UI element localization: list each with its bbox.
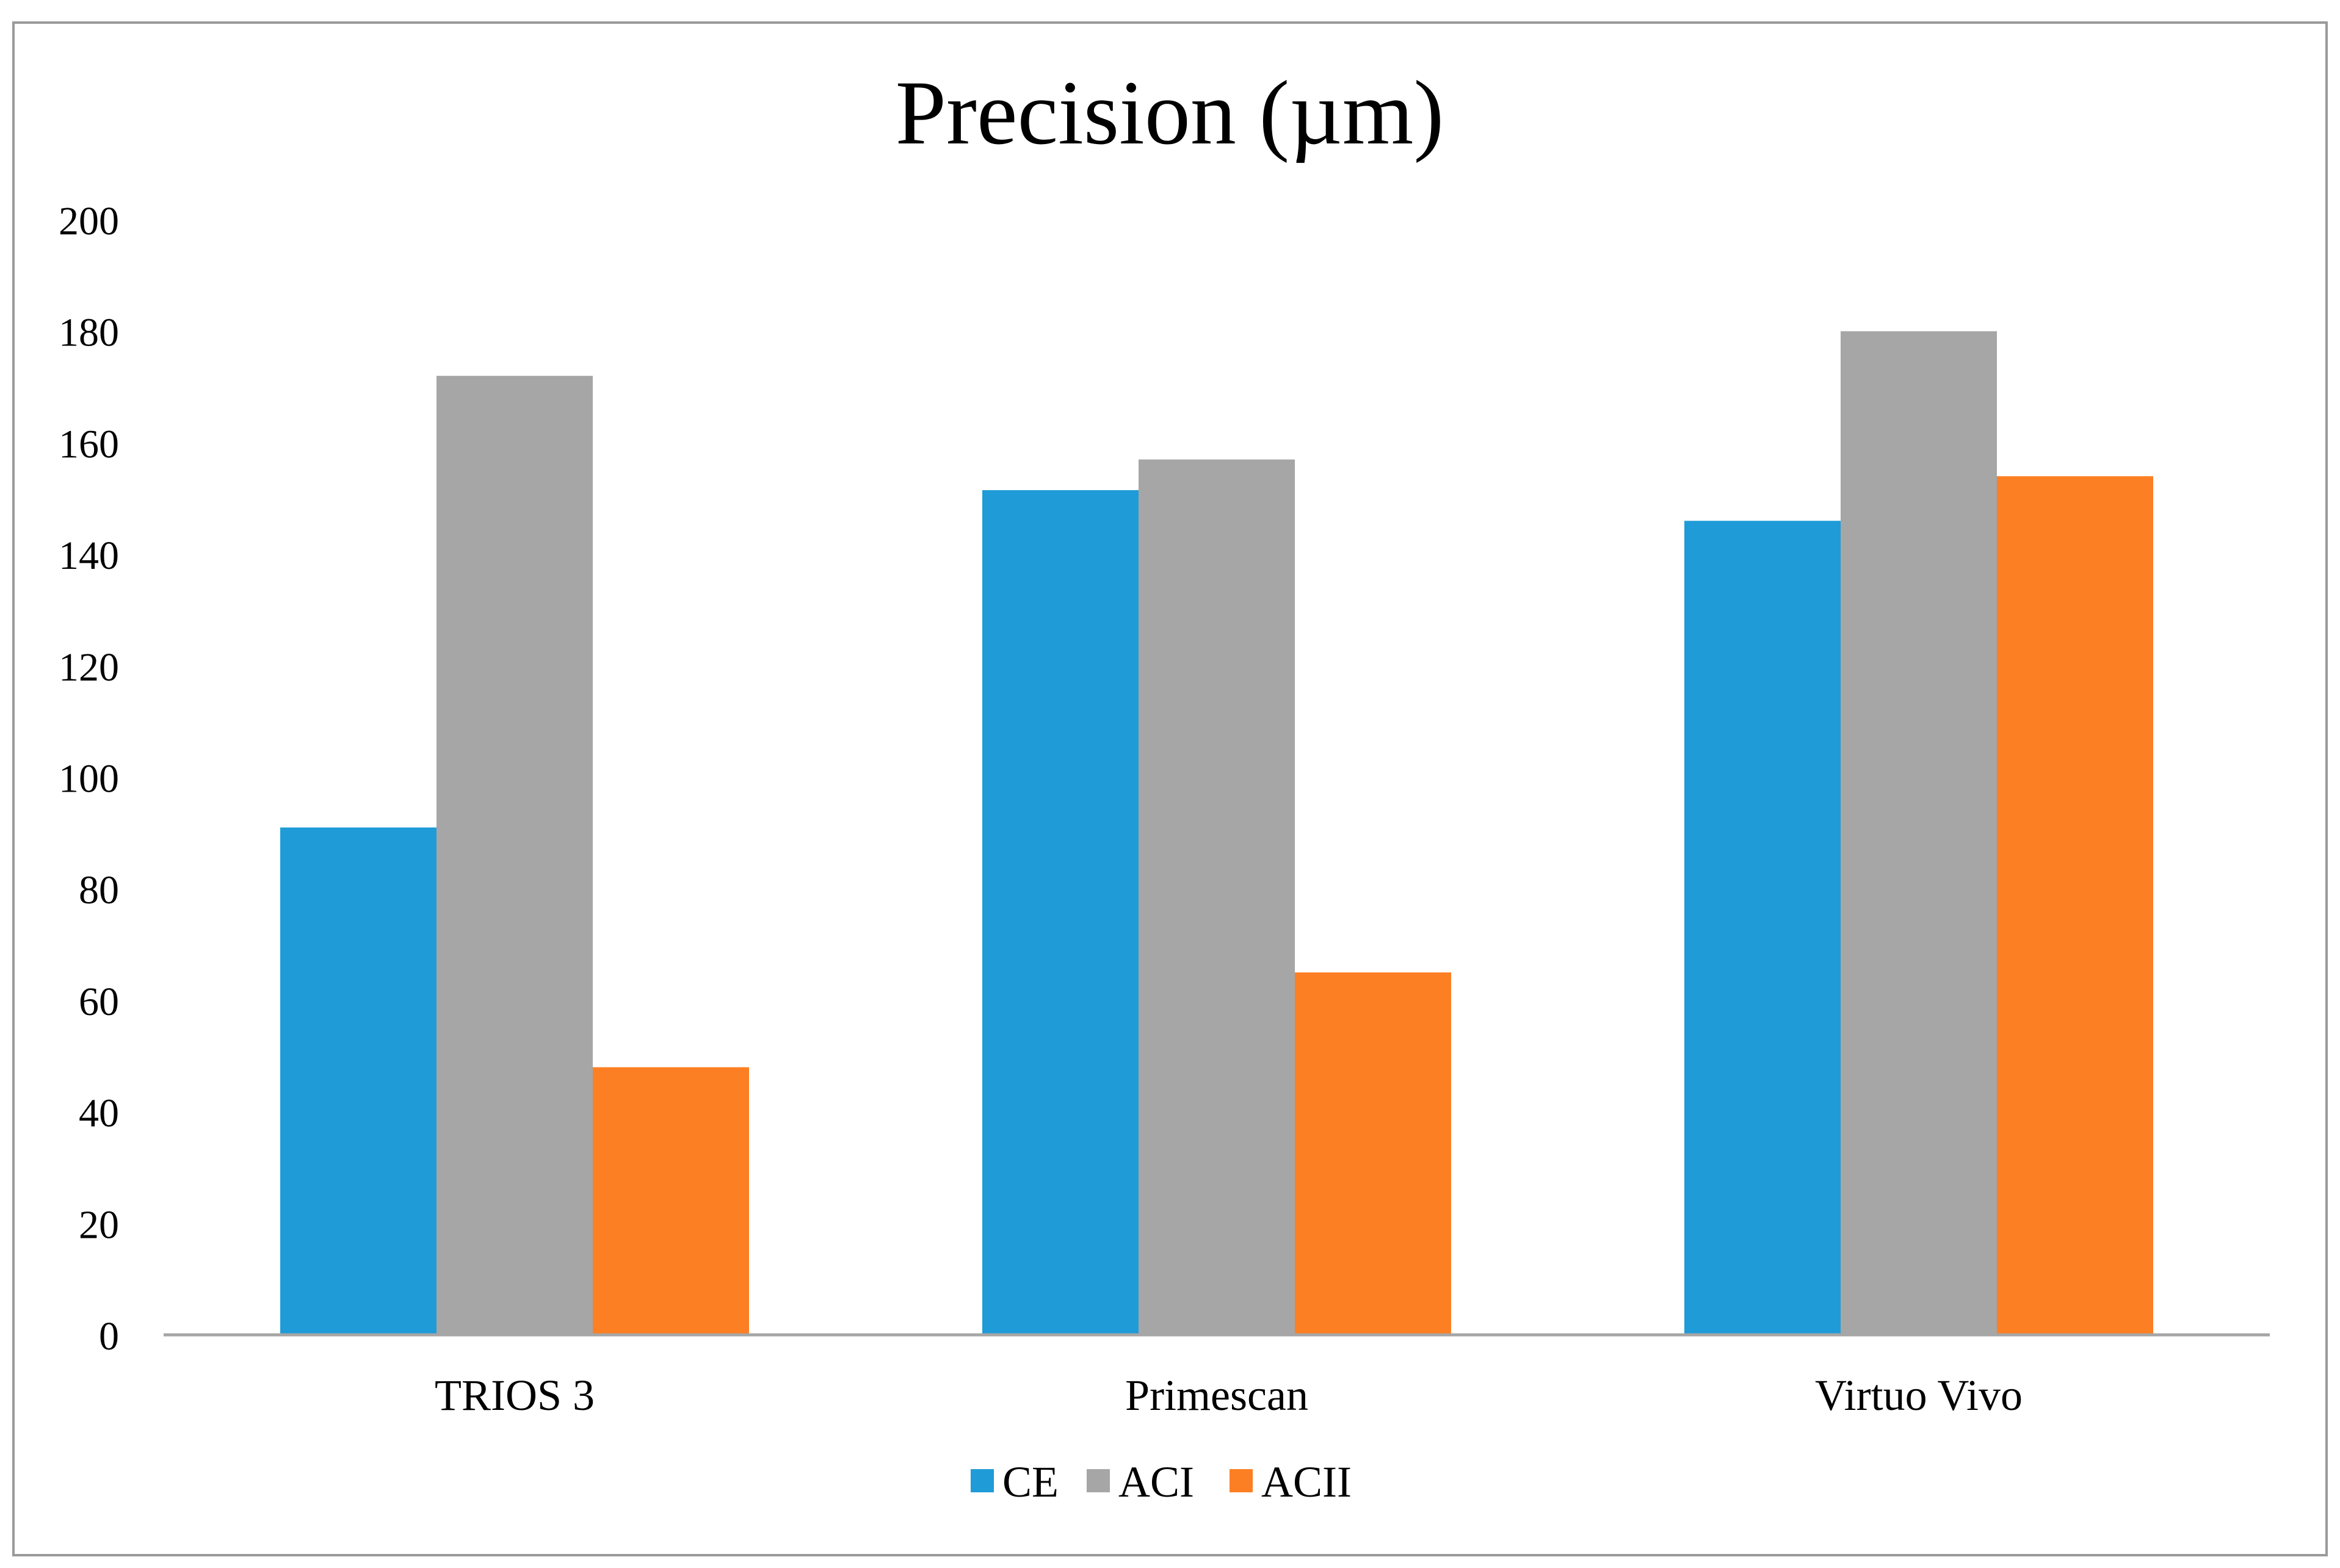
y-tick-label: 160 bbox=[59, 422, 119, 466]
legend-label-aci: ACI bbox=[1118, 1458, 1194, 1506]
y-tick-label: 140 bbox=[59, 533, 119, 578]
y-tick-label: 0 bbox=[99, 1314, 119, 1359]
bar-ce-primescan bbox=[982, 490, 1139, 1335]
chart-title: Precision (µm) bbox=[896, 62, 1444, 164]
bar-aci-trios-3 bbox=[436, 375, 593, 1335]
y-tick-label: 120 bbox=[59, 645, 119, 690]
y-tick-label: 80 bbox=[79, 868, 119, 912]
bars bbox=[280, 331, 2153, 1335]
bar-acii-primescan bbox=[1295, 972, 1451, 1335]
bar-acii-trios-3 bbox=[593, 1067, 749, 1335]
bar-aci-virtuo-vivo bbox=[1841, 331, 1997, 1335]
bar-aci-primescan bbox=[1139, 459, 1295, 1335]
y-tick-label: 20 bbox=[79, 1202, 119, 1247]
y-tick-label: 60 bbox=[79, 980, 119, 1024]
y-axis-ticks: 0 20 40 60 80 100 120 140 160 180 200 bbox=[59, 199, 119, 1359]
y-tick-label: 40 bbox=[79, 1091, 119, 1136]
x-category-label: TRIOS 3 bbox=[435, 1371, 595, 1420]
x-category-label: Primescan bbox=[1125, 1371, 1308, 1420]
legend-label-acii: ACII bbox=[1261, 1458, 1352, 1506]
legend-swatch-ce bbox=[971, 1469, 994, 1492]
x-category-label: Virtuo Vivo bbox=[1815, 1371, 2023, 1420]
y-tick-label: 180 bbox=[59, 311, 119, 355]
bar-ce-trios-3 bbox=[280, 827, 436, 1335]
x-axis-labels: TRIOS 3 Primescan Virtuo Vivo bbox=[435, 1371, 2023, 1420]
legend-swatch-aci bbox=[1087, 1469, 1110, 1492]
bar-ce-virtuo-vivo bbox=[1684, 521, 1841, 1335]
y-tick-label: 100 bbox=[59, 757, 119, 801]
y-tick-label: 200 bbox=[59, 199, 119, 244]
legend: CE ACI ACII bbox=[971, 1458, 1352, 1506]
bar-acii-virtuo-vivo bbox=[1997, 476, 2153, 1335]
legend-label-ce: CE bbox=[1002, 1458, 1059, 1506]
legend-swatch-acii bbox=[1230, 1469, 1253, 1492]
